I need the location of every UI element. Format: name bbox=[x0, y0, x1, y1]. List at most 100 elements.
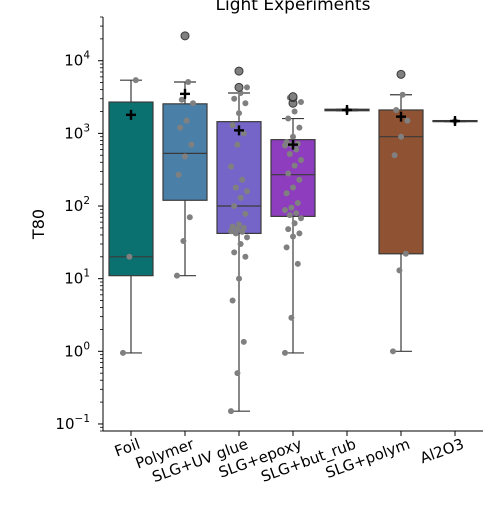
y-tick-label-base: 10 bbox=[64, 342, 83, 360]
data-point bbox=[230, 298, 236, 304]
data-point bbox=[188, 142, 194, 148]
outlier-point bbox=[289, 93, 297, 101]
data-point bbox=[398, 134, 404, 140]
data-point bbox=[230, 122, 236, 128]
data-point bbox=[120, 350, 126, 356]
data-point bbox=[242, 254, 248, 260]
data-point bbox=[390, 348, 396, 354]
outlier-point bbox=[397, 70, 405, 78]
data-point bbox=[242, 100, 248, 106]
box-iqr bbox=[217, 122, 261, 234]
data-point bbox=[288, 315, 294, 321]
data-point bbox=[403, 251, 409, 257]
data-point bbox=[284, 244, 290, 250]
data-point bbox=[244, 84, 250, 90]
box-iqr bbox=[379, 110, 423, 254]
y-tick-label-exponent: 3 bbox=[83, 122, 90, 134]
data-point bbox=[404, 118, 410, 124]
data-point bbox=[296, 125, 302, 131]
box-group-polymer bbox=[163, 32, 207, 279]
data-point bbox=[293, 210, 299, 216]
y-axis-label: T80 bbox=[29, 209, 48, 240]
data-point bbox=[126, 254, 132, 260]
data-point bbox=[290, 234, 296, 240]
data-point bbox=[242, 211, 248, 217]
box-group-al2o3 bbox=[433, 116, 477, 126]
data-point bbox=[244, 188, 250, 194]
data-point bbox=[287, 151, 293, 157]
data-point bbox=[288, 205, 294, 211]
y-tick-label-exponent: −1 bbox=[75, 413, 90, 425]
data-point bbox=[295, 261, 301, 267]
data-point bbox=[298, 99, 304, 105]
y-tick-label-base: 10 bbox=[64, 52, 83, 70]
data-point bbox=[282, 207, 288, 213]
data-point bbox=[238, 195, 244, 201]
data-point bbox=[241, 225, 247, 231]
outlier-point bbox=[181, 32, 189, 40]
y-tick-label: 100 bbox=[64, 340, 90, 360]
data-point bbox=[298, 157, 304, 163]
data-point bbox=[241, 339, 247, 345]
box-group-slg-polym bbox=[379, 70, 423, 354]
data-point bbox=[285, 226, 291, 232]
data-point bbox=[228, 408, 234, 414]
y-tick-label-exponent: 2 bbox=[83, 195, 90, 207]
data-point bbox=[176, 172, 182, 178]
data-point bbox=[231, 203, 237, 209]
data-point bbox=[296, 230, 302, 236]
y-tick-label-exponent: 0 bbox=[83, 340, 90, 352]
y-tick-label: 104 bbox=[64, 50, 90, 70]
data-point bbox=[296, 177, 302, 183]
y-tick-label-base: 10 bbox=[55, 415, 74, 433]
data-point bbox=[282, 350, 288, 356]
data-point bbox=[284, 190, 290, 196]
y-tick-label-exponent: 1 bbox=[83, 268, 90, 280]
data-point bbox=[190, 100, 196, 106]
data-point bbox=[228, 164, 234, 170]
data-point bbox=[236, 110, 242, 116]
y-tick-label-base: 10 bbox=[64, 270, 83, 288]
box-group-slg-but-rub bbox=[325, 105, 369, 115]
y-tick-label: 103 bbox=[64, 122, 90, 142]
x-tick-label: Al2O3 bbox=[418, 435, 467, 467]
outlier-point bbox=[235, 67, 243, 75]
y-tick-label: 102 bbox=[64, 195, 90, 215]
data-point bbox=[174, 273, 180, 279]
data-point bbox=[231, 96, 237, 102]
data-point bbox=[180, 238, 186, 244]
data-point bbox=[234, 142, 240, 148]
data-point bbox=[400, 92, 406, 98]
data-point bbox=[238, 241, 244, 247]
data-point bbox=[393, 107, 399, 113]
data-point bbox=[290, 134, 296, 140]
y-tick-label-base: 10 bbox=[64, 124, 83, 142]
data-point bbox=[133, 77, 139, 83]
outlier-point bbox=[235, 83, 243, 91]
y-tick-label-exponent: 4 bbox=[83, 50, 90, 62]
data-point bbox=[185, 79, 191, 85]
data-point bbox=[187, 214, 193, 220]
data-point bbox=[392, 152, 398, 158]
data-point bbox=[292, 220, 298, 226]
y-tick-label-base: 10 bbox=[64, 197, 83, 215]
box-group-slg-uv-glue bbox=[217, 67, 261, 414]
data-point bbox=[287, 212, 293, 218]
data-point bbox=[239, 177, 245, 183]
data-point bbox=[396, 267, 402, 273]
data-point bbox=[244, 234, 250, 240]
data-point bbox=[285, 116, 291, 122]
data-point bbox=[231, 249, 237, 255]
data-point bbox=[285, 171, 291, 177]
data-point bbox=[184, 118, 190, 124]
data-point bbox=[292, 163, 298, 169]
data-point bbox=[182, 154, 188, 160]
data-point bbox=[236, 221, 242, 227]
data-point bbox=[295, 200, 301, 206]
data-point bbox=[292, 109, 298, 115]
y-tick-label: 101 bbox=[64, 268, 90, 288]
box-group-foil bbox=[109, 77, 153, 356]
